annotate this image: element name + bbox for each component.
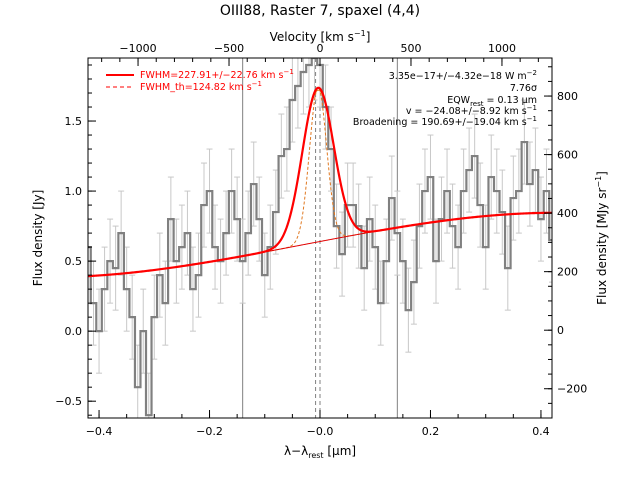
y2-tick-label: 0 [557, 324, 564, 337]
annotation-velocity: v = −24.08+/−8.92 km s−1 [406, 104, 537, 117]
x2-tick-label: −1000 [119, 42, 156, 55]
annotation-significance: 7.76σ [510, 83, 537, 94]
data-step-line [88, 58, 552, 417]
y2-tick-label: 800 [557, 90, 578, 103]
y2-tick-label: −200 [557, 383, 587, 396]
x2-tick-label: −500 [214, 42, 244, 55]
x-tick-label: −0.0 [307, 425, 334, 438]
annotation-eqw: EQWrest = 0.13 μm [447, 95, 537, 108]
y2-axis-label: Flux density [MJy sr−1] [594, 171, 609, 305]
annotation-line-flux: 3.35e−17+/−4.32e−18 W m−2 [389, 69, 537, 82]
annotation-broadening: Broadening = 190.69+/−19.04 km s−1 [353, 115, 537, 128]
x-axis-label: λ−λrest [μm] [284, 444, 356, 460]
y-axis-label: Flux density [Jy] [31, 190, 45, 287]
legend-label-fwhm: FWHM=227.91+/−22.76 km s−1 [140, 68, 294, 81]
plot-area [88, 58, 552, 418]
total-fit-curve [88, 86, 552, 278]
y-tick-label: 1.5 [65, 115, 83, 128]
y-tick-label: 0.5 [65, 255, 83, 268]
x-tick-label: −0.4 [86, 425, 113, 438]
x2-tick-label: 500 [400, 42, 421, 55]
x2-axis-label: Velocity [km s−1] [270, 29, 371, 44]
chart-title: OIII88, Raster 7, spaxel (4,4) [220, 3, 420, 19]
axis-ticks: −0.4 −0.2 −0.0 0.2 0.4 −1000 −500 0 500 1000 −0.5 0… [55, 42, 587, 438]
legend: FWHM=227.91+/−22.76 km s−1 FWHM_th=124.8… [106, 68, 294, 93]
fit-annotations: 3.35e−17+/−4.32e−18 W m−2 7.76σ EQWrest … [353, 69, 537, 128]
y2-tick-label: 400 [557, 207, 578, 220]
x-tick-label: 0.2 [422, 425, 440, 438]
y2-tick-label: 600 [557, 149, 578, 162]
y2-tick-label: 200 [557, 266, 578, 279]
y-tick-label: 1.0 [65, 185, 83, 198]
x2-tick-label: 1000 [488, 42, 516, 55]
legend-label-fwhm-th: FWHM_th=124.82 km s−1 [140, 80, 262, 93]
x-tick-label: 0.4 [532, 425, 550, 438]
x2-tick-label: 0 [317, 42, 324, 55]
x-tick-label: −0.2 [196, 425, 223, 438]
y-tick-label: 0.0 [65, 325, 83, 338]
y-tick-label: −0.5 [55, 395, 82, 408]
